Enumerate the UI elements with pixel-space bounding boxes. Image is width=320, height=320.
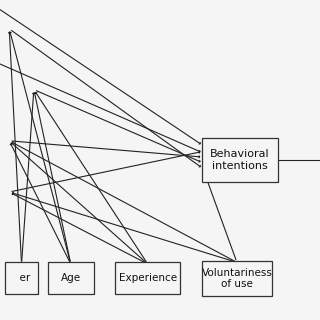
Text: Experience: Experience: [119, 273, 177, 284]
FancyBboxPatch shape: [116, 262, 180, 294]
FancyBboxPatch shape: [4, 262, 38, 294]
Text: er: er: [13, 273, 30, 284]
Text: Age: Age: [61, 273, 81, 284]
Text: Behavioral
intentions: Behavioral intentions: [210, 149, 270, 171]
FancyBboxPatch shape: [202, 138, 278, 182]
Text: Voluntariness
of use: Voluntariness of use: [202, 268, 272, 289]
FancyBboxPatch shape: [48, 262, 94, 294]
FancyBboxPatch shape: [202, 261, 272, 296]
